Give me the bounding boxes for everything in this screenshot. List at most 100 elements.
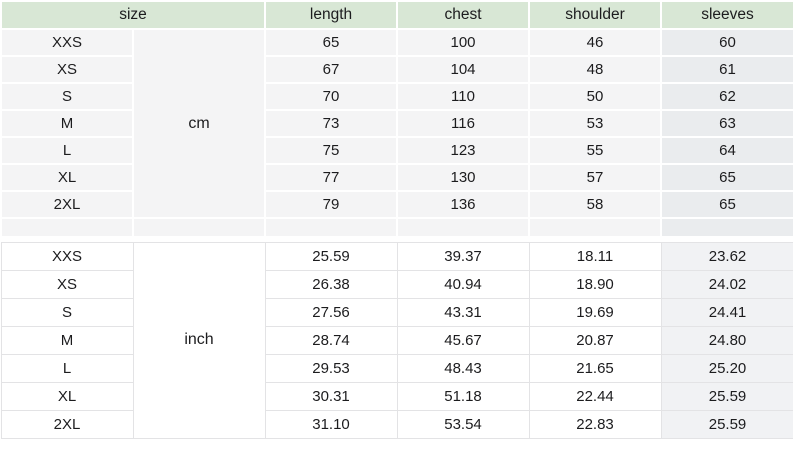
- size-chart-table: size length chest shoulder sleeves XXS c…: [0, 0, 793, 439]
- shoulder-cell: 53: [528, 109, 663, 138]
- table-row: XL 30.31 51.18 22.44 25.59: [0, 381, 793, 411]
- table-header: size length chest shoulder sleeves: [0, 0, 793, 30]
- header-cell-length: length: [264, 0, 399, 30]
- header-row: size length chest shoulder sleeves: [0, 0, 793, 30]
- chest-cell: 110: [396, 82, 531, 111]
- length-cell: 77: [264, 163, 399, 192]
- chest-cell: 130: [396, 163, 531, 192]
- length-cell: 31.10: [264, 409, 398, 439]
- length-cell: 25.59: [264, 241, 398, 271]
- size-cell: L: [0, 353, 134, 383]
- separator-row: [0, 217, 793, 238]
- header-cell-size: size: [0, 0, 267, 30]
- table-row: L 75 123 55 64: [0, 136, 793, 165]
- length-cell: 26.38: [264, 269, 398, 299]
- separator-cell: [131, 217, 267, 238]
- chest-cell: 100: [396, 28, 531, 57]
- header-cell-sleeves: sleeves: [660, 0, 793, 30]
- chest-cell: 123: [396, 136, 531, 165]
- size-cell: XL: [0, 163, 134, 192]
- shoulder-cell: 22.44: [528, 381, 662, 411]
- length-cell: 67: [264, 55, 399, 84]
- separator-cell: [264, 217, 399, 238]
- size-cell: 2XL: [0, 409, 134, 439]
- table-row: XXS cm 65 100 46 60: [0, 28, 793, 219]
- chest-cell: 39.37: [396, 241, 530, 271]
- chest-cell: 45.67: [396, 325, 530, 355]
- chest-cell: 116: [396, 109, 531, 138]
- size-cell: 2XL: [0, 190, 134, 219]
- header-cell-shoulder: shoulder: [528, 0, 663, 30]
- table-row: S 70 110 50 62: [0, 82, 793, 111]
- sleeves-cell: 63: [660, 109, 793, 138]
- separator-cell: [528, 217, 663, 238]
- chest-cell: 136: [396, 190, 531, 219]
- length-cell: 73: [264, 109, 399, 138]
- sleeves-cell: 62: [660, 82, 793, 111]
- table-row: XXS inch 25.59 39.37 18.11 23.62: [0, 241, 793, 439]
- inch-section: XXS inch 25.59 39.37 18.11 23.62 XS 26.3…: [0, 241, 793, 439]
- size-cell: M: [0, 109, 134, 138]
- shoulder-cell: 22.83: [528, 409, 662, 439]
- sleeves-cell: 24.41: [660, 297, 793, 327]
- shoulder-cell: 55: [528, 136, 663, 165]
- size-cell: XS: [0, 55, 134, 84]
- shoulder-cell: 21.65: [528, 353, 662, 383]
- size-cell: S: [0, 297, 134, 327]
- shoulder-cell: 18.90: [528, 269, 662, 299]
- sleeves-cell: 64: [660, 136, 793, 165]
- length-cell: 27.56: [264, 297, 398, 327]
- sleeves-cell: 60: [660, 28, 793, 57]
- section-spacer-row: [1, 237, 793, 242]
- table-row: S 27.56 43.31 19.69 24.41: [0, 297, 793, 327]
- length-cell: 30.31: [264, 381, 398, 411]
- length-cell: 70: [264, 82, 399, 111]
- sleeves-cell: 25.20: [660, 353, 793, 383]
- shoulder-cell: 19.69: [528, 297, 662, 327]
- table-row: XL 77 130 57 65: [0, 163, 793, 192]
- shoulder-cell: 50: [528, 82, 663, 111]
- table-row: XS 67 104 48 61: [0, 55, 793, 84]
- table-row: L 29.53 48.43 21.65 25.20: [0, 353, 793, 383]
- size-cell: S: [0, 82, 134, 111]
- chest-cell: 48.43: [396, 353, 530, 383]
- sleeves-cell: 23.62: [660, 241, 793, 271]
- shoulder-cell: 46: [528, 28, 663, 57]
- spacer-cell: [1, 237, 793, 242]
- chest-cell: 51.18: [396, 381, 530, 411]
- size-cell: XS: [0, 269, 134, 299]
- table-row: XS 26.38 40.94 18.90 24.02: [0, 269, 793, 299]
- table-row: M 28.74 45.67 20.87 24.80: [0, 325, 793, 355]
- sleeves-cell: 25.59: [660, 409, 793, 439]
- separator-cell: [396, 217, 531, 238]
- size-cell: M: [0, 325, 134, 355]
- shoulder-cell: 18.11: [528, 241, 662, 271]
- sleeves-cell: 24.02: [660, 269, 793, 299]
- chest-cell: 53.54: [396, 409, 530, 439]
- length-cell: 75: [264, 136, 399, 165]
- unit-cell-cm: cm: [131, 28, 267, 219]
- table-row: 2XL 31.10 53.54 22.83 25.59: [0, 409, 793, 439]
- separator-cell: [660, 217, 793, 238]
- sleeves-cell: 65: [660, 190, 793, 219]
- sleeves-cell: 65: [660, 163, 793, 192]
- chest-cell: 40.94: [396, 269, 530, 299]
- size-cell: XXS: [0, 241, 134, 271]
- chest-cell: 104: [396, 55, 531, 84]
- sleeves-cell: 25.59: [660, 381, 793, 411]
- length-cell: 65: [264, 28, 399, 57]
- shoulder-cell: 57: [528, 163, 663, 192]
- table-row: 2XL 79 136 58 65: [0, 190, 793, 219]
- sleeves-cell: 61: [660, 55, 793, 84]
- separator-cell: [0, 217, 134, 238]
- cm-section: XXS cm 65 100 46 60 XS 67 104 48 61 S 70…: [0, 28, 793, 238]
- table-row: M 73 116 53 63: [0, 109, 793, 138]
- chest-cell: 43.31: [396, 297, 530, 327]
- length-cell: 29.53: [264, 353, 398, 383]
- length-cell: 79: [264, 190, 399, 219]
- sleeves-cell: 24.80: [660, 325, 793, 355]
- shoulder-cell: 58: [528, 190, 663, 219]
- shoulder-cell: 48: [528, 55, 663, 84]
- length-cell: 28.74: [264, 325, 398, 355]
- size-cell: XL: [0, 381, 134, 411]
